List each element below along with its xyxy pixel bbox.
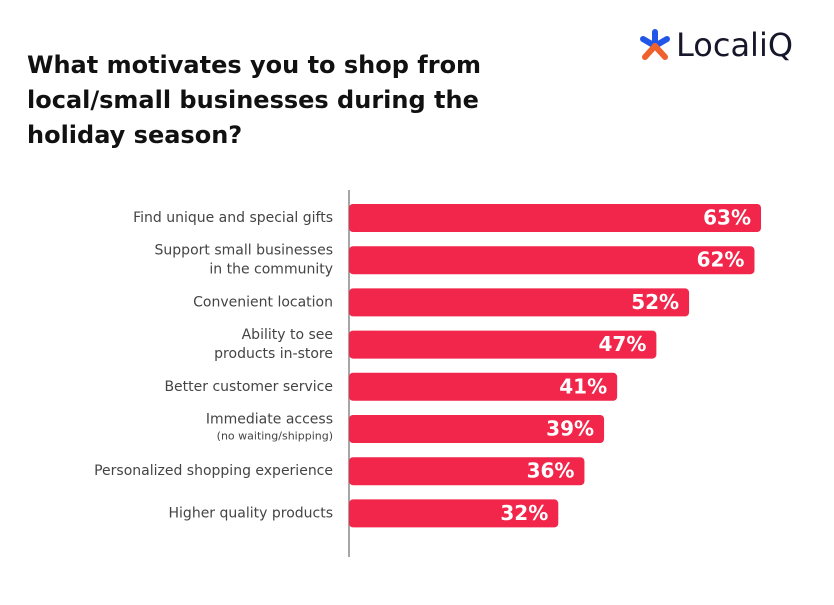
category-label: products in-store <box>214 346 333 362</box>
bar <box>349 288 690 317</box>
value-label: 52% <box>631 290 679 314</box>
value-label: 39% <box>546 417 594 441</box>
chart-title: local/small businesses during the <box>27 86 479 114</box>
value-label: 47% <box>599 332 647 356</box>
value-label: 41% <box>559 374 607 398</box>
category-label: Better customer service <box>164 379 333 395</box>
logo-text: LocaliQ <box>676 26 793 64</box>
category-label: Convenient location <box>193 294 333 310</box>
category-label: Ability to see <box>242 327 333 343</box>
bar <box>349 499 559 528</box>
bar <box>349 204 762 232</box>
chart-title: holiday season? <box>27 121 242 149</box>
category-label: in the community <box>209 262 333 278</box>
bar <box>349 330 657 359</box>
value-label: 32% <box>500 501 548 525</box>
bar <box>349 372 618 401</box>
category-label: Support small businesses <box>155 243 333 259</box>
bar <box>349 415 605 443</box>
value-label: 62% <box>697 248 745 272</box>
bar <box>349 457 585 486</box>
category-label: Immediate access <box>206 412 333 428</box>
bar <box>349 246 755 275</box>
category-label: (no waiting/shipping) <box>217 430 333 443</box>
logo-icon <box>640 29 670 60</box>
value-label: 63% <box>703 206 751 230</box>
value-label: 36% <box>527 459 575 483</box>
chart-title: What motivates you to shop from <box>27 51 481 79</box>
category-label: Personalized shopping experience <box>94 463 333 479</box>
category-label: Higher quality products <box>169 505 333 521</box>
category-label: Find unique and special gifts <box>133 210 333 226</box>
